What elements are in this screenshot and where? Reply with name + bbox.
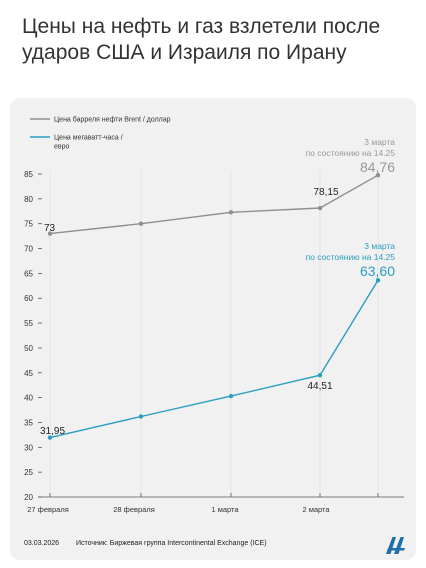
- annotation-brent-date: 3 марта: [364, 137, 395, 147]
- chart-title: Цены на нефть и газ взлетели после ударо…: [22, 15, 381, 64]
- annotation-brent-time: по состоянию на 14.25: [306, 148, 396, 158]
- data-point-brent: [47, 231, 53, 236]
- data-point-brent: [317, 205, 323, 211]
- data-point-gas: [317, 373, 323, 378]
- data-point-gas: [375, 278, 381, 283]
- annotation-gas-date: 3 марта: [364, 241, 395, 251]
- y-tick-label: 40: [24, 394, 33, 403]
- y-tick-label: 70: [24, 245, 33, 254]
- legend-label-gas-line2: евро: [54, 144, 70, 151]
- y-tick-label: 75: [24, 220, 33, 229]
- series-line-gas: [49, 279, 379, 439]
- x-tick-label: 1 марта: [211, 505, 239, 514]
- data-point-gas: [47, 435, 53, 440]
- data-point-brent: [138, 221, 144, 226]
- data-point-gas: [228, 393, 234, 399]
- data-label-gas-last: 63,60: [360, 263, 395, 279]
- y-tick-label: 85: [24, 170, 33, 179]
- y-tick-label: 25: [24, 468, 33, 477]
- annotation-gas-time: по состоянию на 14.25: [306, 252, 396, 262]
- y-tick-label: 35: [24, 418, 33, 427]
- y-tick-label: 55: [24, 319, 33, 328]
- y-tick-label: 20: [24, 493, 33, 502]
- y-tick-label: 65: [24, 269, 33, 278]
- data-point-brent: [375, 172, 381, 178]
- data-label-gas: 44,51: [307, 381, 332, 392]
- data-point-gas: [138, 414, 144, 419]
- footer-source: Источник: Биржевая группа Intercontinent…: [76, 540, 267, 547]
- data-label-brent-last: 84,76: [360, 159, 395, 175]
- footer-date: 03.03.2026: [24, 540, 60, 547]
- y-tick-label: 50: [24, 344, 33, 353]
- legend-label-gas: Цена мегаватт-часа /: [54, 135, 123, 142]
- data-label-gas: 31,95: [40, 426, 65, 437]
- x-tick-label: 2 марта: [302, 505, 330, 514]
- y-tick-label: 80: [24, 195, 33, 204]
- y-tick-label: 60: [24, 294, 33, 303]
- legend-label-brent: Цена барреля нефти Brent / доллар: [54, 116, 171, 124]
- data-label-brent: 73: [44, 223, 56, 234]
- data-point-brent: [228, 210, 234, 215]
- x-tick-label: 27 февраля: [27, 505, 69, 514]
- x-tick-label: 28 февраля: [113, 505, 155, 514]
- y-tick-label: 45: [24, 369, 33, 378]
- data-label-brent: 78,15: [313, 187, 338, 198]
- y-tick-label: 30: [24, 443, 33, 452]
- series-line-brent: [49, 174, 379, 235]
- aa-logo-icon: [386, 537, 405, 554]
